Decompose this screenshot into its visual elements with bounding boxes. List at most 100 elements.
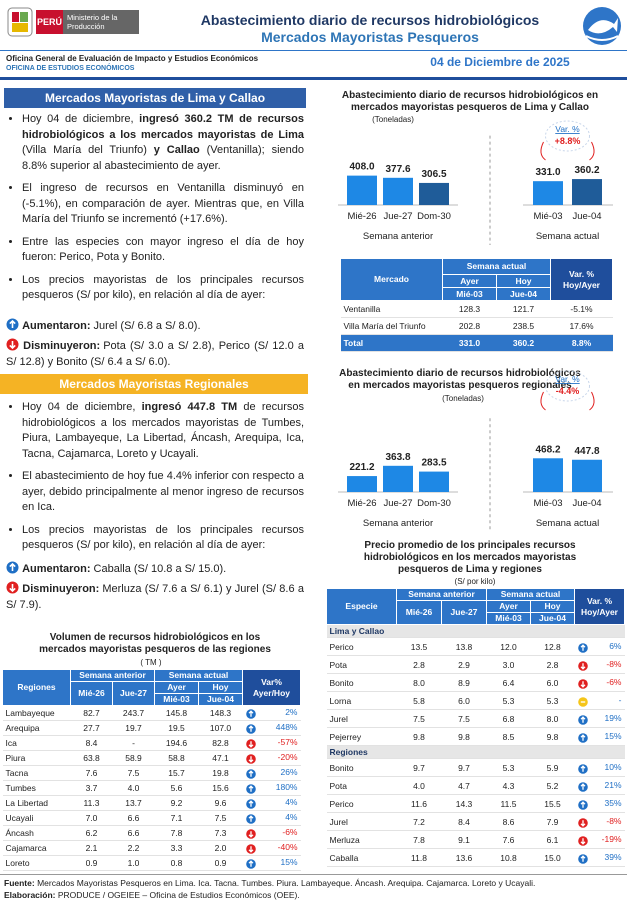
cell-text: 448%: [275, 722, 298, 732]
bullet: Los precios mayoristas de los principale…: [22, 273, 304, 304]
cell: 7.1: [154, 810, 199, 826]
header: Semana anterior: [70, 669, 155, 682]
regional-text: Hoy 04 de diciembre, ingresó 447.8 TM de…: [4, 400, 304, 613]
table-row: Perico 11.6 14.3 11.5 15.5 35%: [326, 794, 625, 813]
cell: 107.0: [198, 720, 243, 736]
trend-icon: [577, 817, 588, 828]
value-label: 447.8: [574, 446, 599, 457]
cell: Bonito: [326, 673, 397, 692]
table-row: Perico 13.5 13.8 12.0 12.8 6%: [326, 637, 625, 656]
icon-arrow: [580, 819, 585, 827]
trend-icon: [245, 769, 256, 779]
cell: 11.3: [70, 795, 113, 811]
cell: -5.1%: [550, 300, 613, 318]
trend-icon: [245, 724, 256, 734]
subtitle: Mercados Mayoristas Pesqueros: [261, 29, 479, 45]
cell: 10.8: [486, 848, 531, 867]
bar: [572, 179, 602, 205]
cell: 9.8: [441, 727, 487, 746]
cell: 9.6: [198, 795, 243, 811]
text: (Ventanilla); siendo 8.8% superior al ab…: [22, 144, 304, 172]
value-label: 377.6: [385, 164, 410, 175]
value-label: 306.5: [421, 169, 446, 180]
table-row: Lorna 5.8 6.0 5.3 5.3-: [326, 691, 625, 710]
footer-credit: Elaboración: PRODUCE / OGEIEE – Oficina …: [4, 890, 300, 900]
text-bold: Disminuyeron:: [23, 340, 101, 352]
cell-text: 6%: [609, 640, 622, 651]
cell: 4.0: [112, 780, 155, 796]
cell: 4.7: [441, 776, 487, 795]
cell: Lorna: [326, 691, 397, 710]
cell: 2.2: [112, 840, 155, 856]
cell: Total: [340, 334, 443, 352]
table-row: Loreto 0.9 1.0 0.8 0.9 15%: [2, 855, 301, 871]
icon-arrow: [580, 854, 585, 862]
var-cell: -8%: [574, 655, 625, 674]
table-unit: (S/ por kilo): [454, 577, 496, 586]
table-row: Merluza 7.8 9.1 7.6 6.1 -19%: [326, 830, 625, 849]
cell: 58.9: [112, 750, 155, 766]
table-row: Lambayeque 82.7 243.7 145.8 148.3 2%: [2, 705, 301, 721]
header: Mercado: [340, 258, 443, 301]
cell-text: 26%: [280, 767, 298, 777]
cell-text: -6%: [282, 827, 298, 837]
var-cell: -: [574, 691, 625, 710]
header: Jue-27: [112, 681, 155, 706]
value-label: 363.8: [385, 452, 410, 463]
text-bold: Elaboración:: [4, 890, 56, 900]
cell: 7.0: [70, 810, 113, 826]
cell: -: [112, 735, 155, 751]
title: Abastecimiento diario de recursos hidrob…: [200, 12, 540, 28]
text-bold: Disminuyeron:: [22, 583, 100, 595]
cell: 15.5: [530, 794, 575, 813]
bullet: Hoy 04 de diciembre, ingresó 360.2 TM de…: [22, 112, 304, 174]
trend-icon: [245, 859, 256, 869]
icon-arrow: [248, 741, 253, 748]
bar: [572, 459, 602, 492]
text: Los precios mayoristas de los principale…: [22, 523, 304, 552]
cell: 9.7: [396, 758, 442, 777]
trend-icon: [245, 799, 256, 809]
decrease-line: Disminuyeron: Merluza (S/ 7.6 a S/ 6.1) y…: [4, 581, 304, 613]
cell: 8.0: [530, 709, 575, 728]
cell: 12.8: [530, 637, 575, 656]
price-table: Especie Semana anterior Semana actual Var. …: [326, 588, 625, 867]
icon-arrow: [580, 733, 585, 741]
header: Semana anterior: [396, 588, 487, 601]
category-label: Jue-04: [572, 498, 601, 509]
table-row: Tumbes 3.7 4.0 5.6 15.6 180%: [2, 780, 301, 796]
category-label: Dom-30: [417, 211, 451, 222]
var-cell: 180%: [242, 780, 301, 796]
bar-chart: 408.0 Mié-26 377.6 Jue-27 306.5 Dom-30 331.0 Mi…: [338, 120, 613, 245]
header: Var% Ayer/Hoy: [242, 669, 301, 706]
text: Los precios mayoristas de los principale…: [22, 273, 304, 302]
cell: 202.8: [442, 317, 497, 335]
var-cell: 448%: [242, 720, 301, 736]
cell: 9.8: [530, 727, 575, 746]
cell: 7.8: [396, 830, 442, 849]
cell: 9.1: [441, 830, 487, 849]
cell: Perico: [326, 794, 397, 813]
table-title: Precio promedio de los principales recur…: [363, 540, 577, 575]
icon-arrow: [580, 715, 585, 723]
cell: 7.5: [198, 810, 243, 826]
table-unit: ( TM ): [140, 658, 162, 667]
cell: 13.6: [441, 848, 487, 867]
cell: Áncash: [2, 825, 71, 841]
chart-title: Abastecimiento diario de recursos hidrob…: [341, 90, 599, 113]
category-label: Jue-04: [572, 211, 601, 222]
table-row: Bonito 8.0 8.9 6.4 6.0 -6%: [326, 673, 625, 692]
icon-arrow: [248, 785, 253, 792]
cell: Tacna: [2, 765, 71, 781]
cell: 13.8: [441, 637, 487, 656]
cell-text: -57%: [277, 737, 298, 747]
cell: 63.8: [70, 750, 113, 766]
chart-title: Abastecimiento diario de recursos hidrob…: [339, 368, 581, 391]
cell: 6.2: [70, 825, 113, 841]
table-row: La Libertad 11.3 13.7 9.2 9.6 4%: [2, 795, 301, 811]
chart-unit: (Toneladas): [442, 394, 484, 403]
office: Oficina General de Evaluación de Impacto…: [6, 54, 259, 63]
cell: Merluza: [326, 830, 397, 849]
section-heading: Mercados Mayoristas Regionales: [0, 374, 308, 394]
cell: 8.4: [70, 735, 113, 751]
